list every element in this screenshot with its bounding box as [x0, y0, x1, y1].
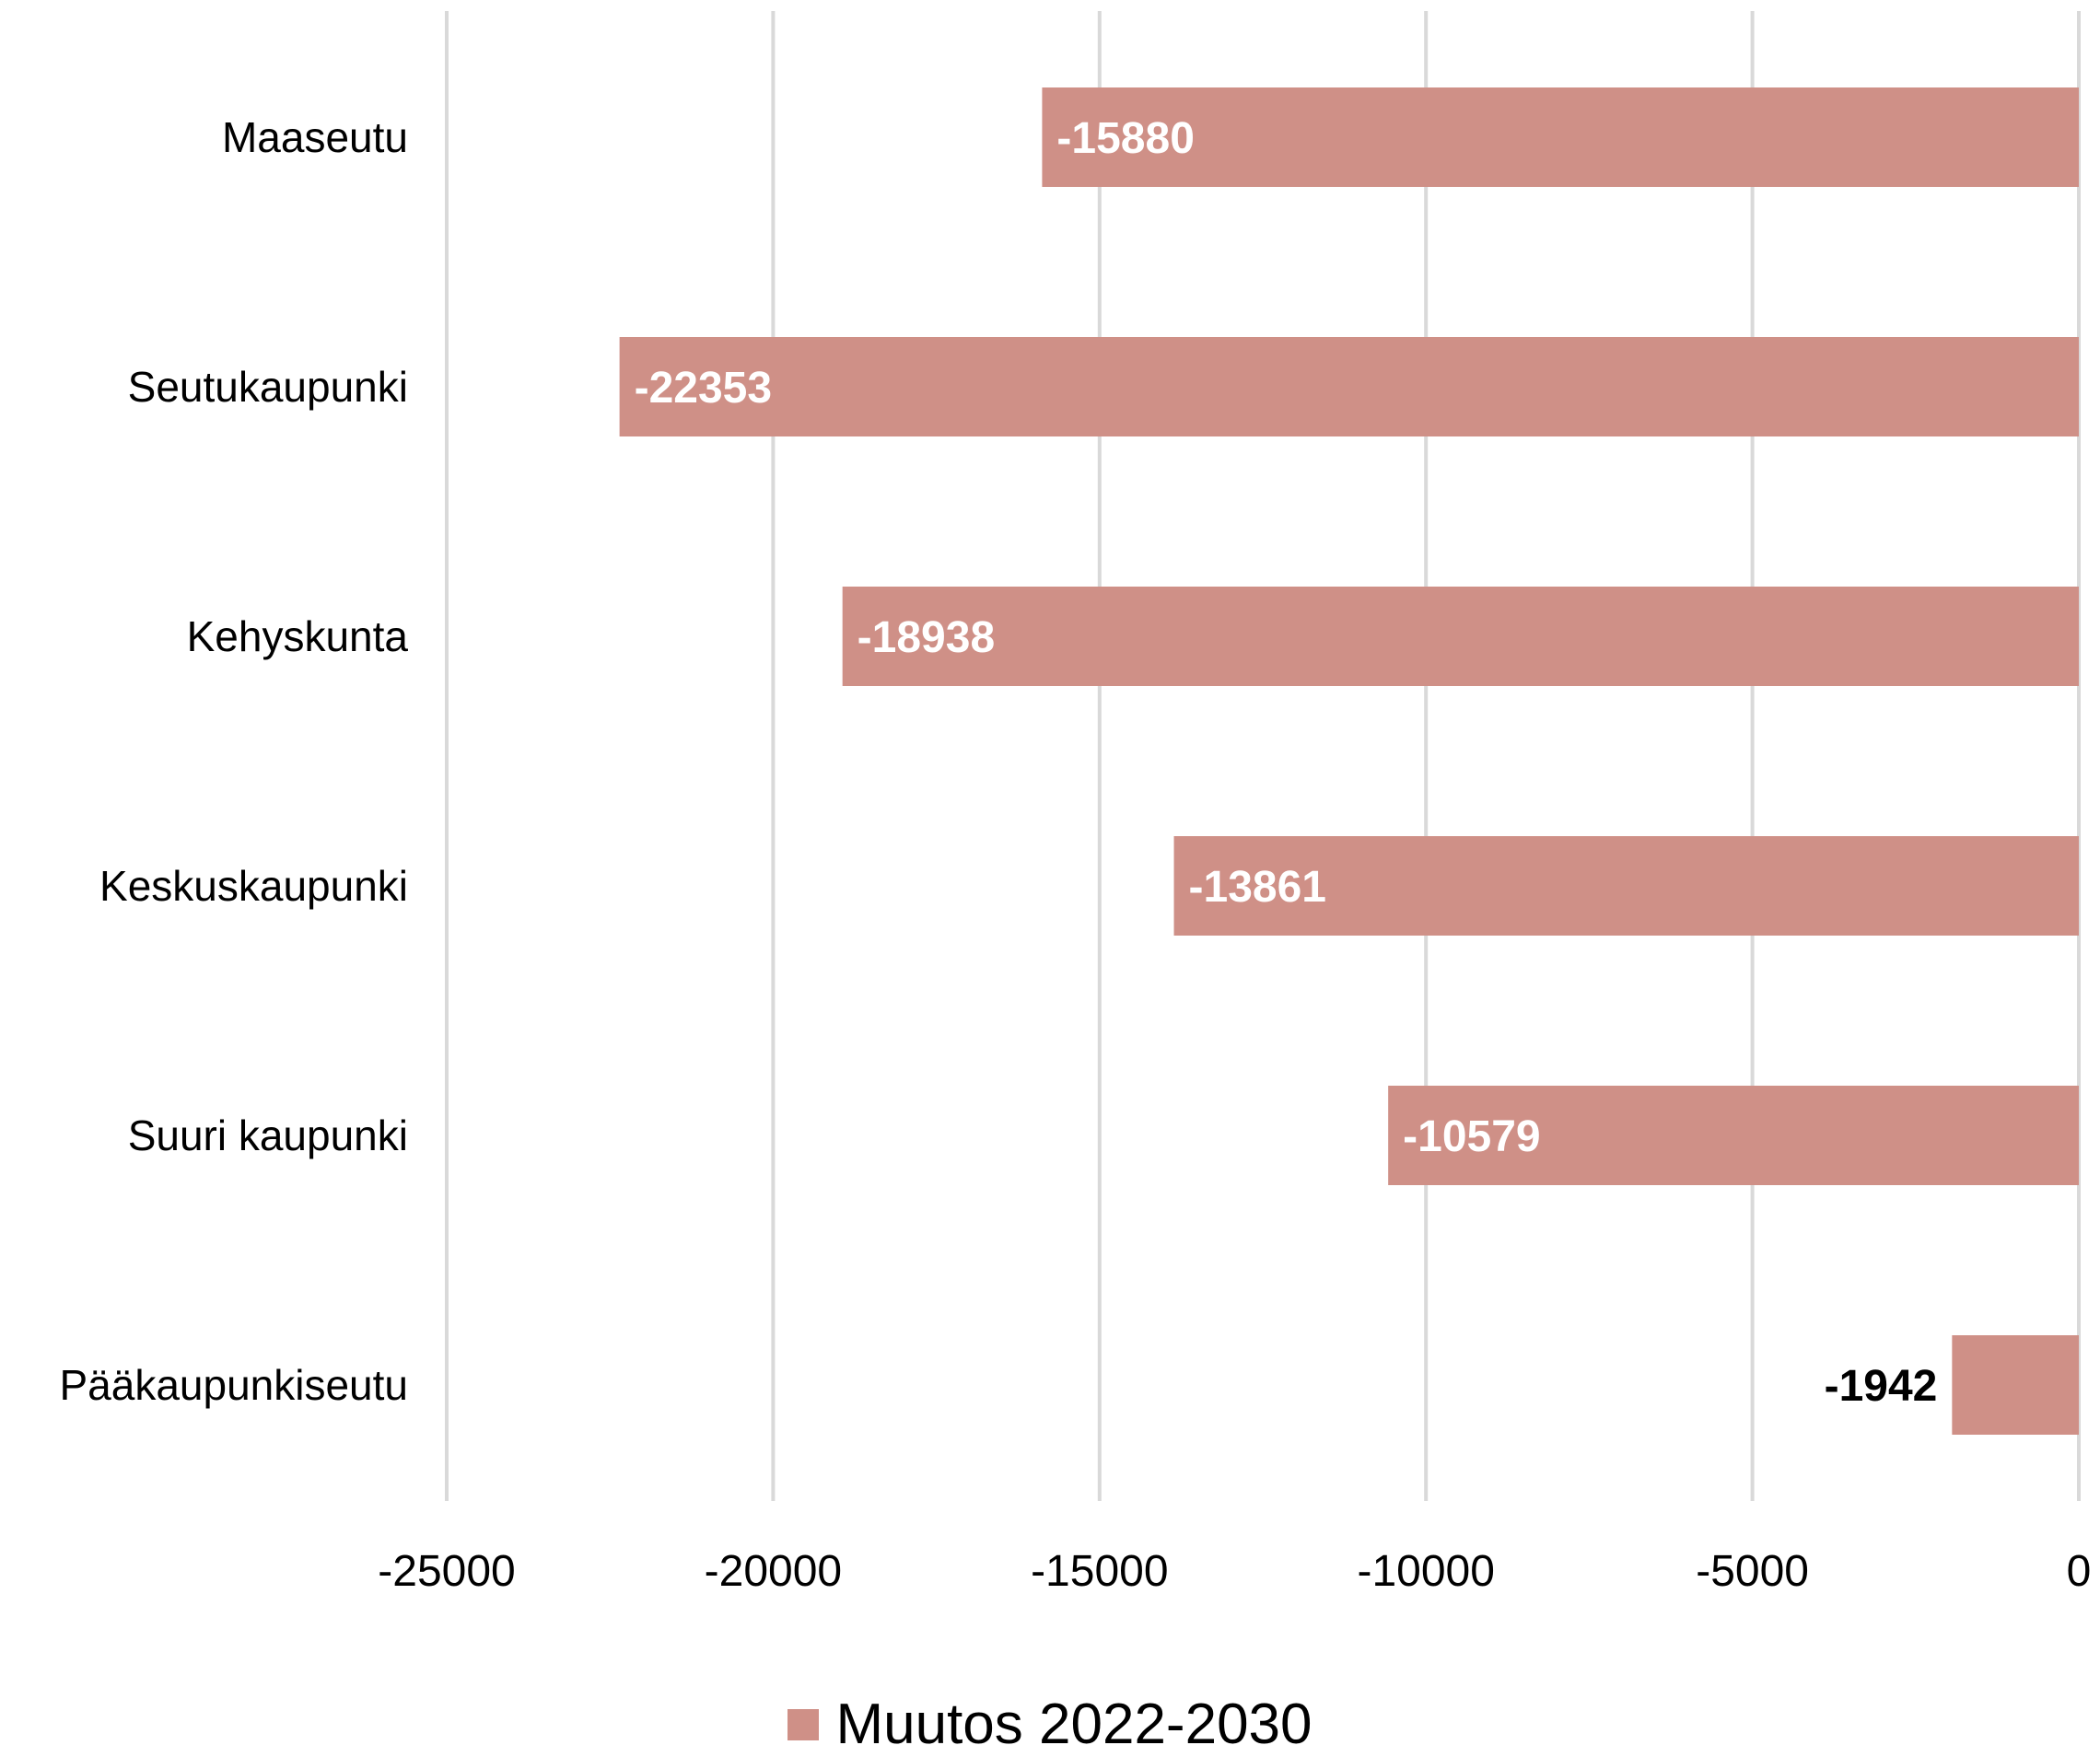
x-tick-label: -5000 — [1696, 1547, 1809, 1596]
x-tick-label: -25000 — [378, 1547, 515, 1596]
x-tick-label: -15000 — [1031, 1547, 1168, 1596]
category-label: Kehyskunta — [187, 612, 409, 660]
legend-label: Muutos 2022-2030 — [835, 1693, 1312, 1756]
x-tick-label: -20000 — [705, 1547, 842, 1596]
data-label: -13861 — [1189, 863, 1326, 912]
grid-lines — [445, 11, 2081, 1501]
bar — [1952, 1335, 2079, 1435]
bar — [619, 337, 2079, 436]
category-label: Suuri kaupunki — [128, 1111, 408, 1159]
bar — [1173, 836, 2079, 936]
category-label: Keskuskaupunki — [99, 862, 408, 910]
bar — [1042, 87, 2079, 187]
data-label: -18938 — [858, 613, 995, 662]
bar — [1388, 1086, 2079, 1185]
data-label: -1942 — [1825, 1362, 1938, 1411]
category-label: Seutukaupunki — [128, 363, 408, 411]
x-axis-tick-labels: -25000 -20000 -15000 -10000 -5000 0 — [378, 1547, 2091, 1596]
bar — [842, 587, 2079, 686]
legend-swatch — [788, 1709, 820, 1740]
data-label: -15880 — [1056, 114, 1194, 163]
category-label: Pääkaupunkiseutu — [59, 1361, 408, 1409]
data-labels: -15880 -22353 -18938 -13861 -10579 -1942 — [635, 114, 1938, 1411]
data-label: -10579 — [1403, 1112, 1540, 1161]
data-label: -22353 — [635, 364, 772, 413]
x-tick-label: -10000 — [1357, 1547, 1494, 1596]
bars — [619, 87, 2079, 1435]
legend: Muutos 2022-2030 — [0, 1696, 2100, 1753]
category-labels: Maaseutu Seutukaupunki Kehyskunta Keskuskau… — [59, 113, 408, 1409]
x-tick-label: 0 — [2067, 1547, 2092, 1596]
category-label: Maaseutu — [222, 113, 408, 161]
